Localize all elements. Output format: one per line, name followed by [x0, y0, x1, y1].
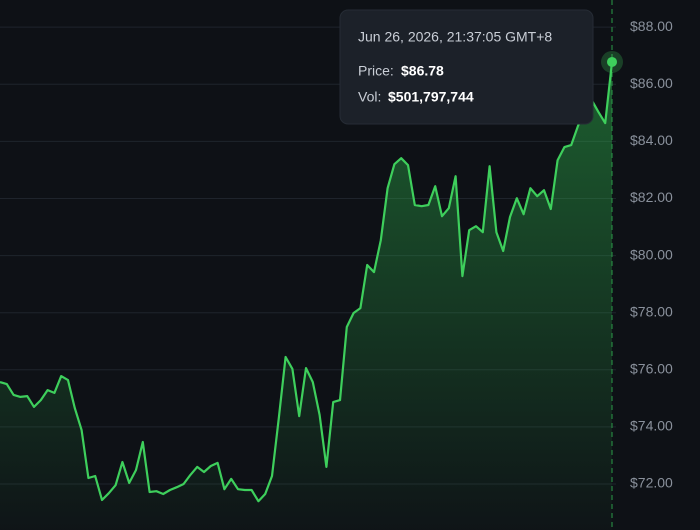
y-tick-label: $84.00: [630, 132, 673, 148]
tooltip-value: $86.78: [401, 63, 444, 79]
y-tick-label: $74.00: [630, 418, 673, 434]
tooltip-value: $501,797,744: [388, 89, 474, 105]
y-tick-label: $78.00: [630, 303, 673, 319]
y-tick-label: $86.00: [630, 75, 673, 91]
tooltip-title: Jun 26, 2026, 21:37:05 GMT+8: [358, 29, 552, 45]
area: [0, 62, 612, 530]
tooltip-box: [339, 9, 594, 125]
price-line: [0, 61, 614, 503]
y-tick-label: $76.00: [630, 361, 673, 377]
highlight-point: [607, 56, 617, 67]
tooltip-label: Price:: [358, 63, 394, 79]
y-tick-label: $72.00: [630, 475, 673, 491]
y-tick-label: $80.00: [630, 246, 673, 262]
tooltip: Jun 26, 2026, 21:37:05 GMT+8 Price: $86.…: [339, 9, 594, 125]
tooltip-label: Vol:: [358, 89, 381, 105]
y-tick-label: $82.00: [630, 189, 673, 205]
y-tick-label: $88.00: [630, 18, 673, 34]
